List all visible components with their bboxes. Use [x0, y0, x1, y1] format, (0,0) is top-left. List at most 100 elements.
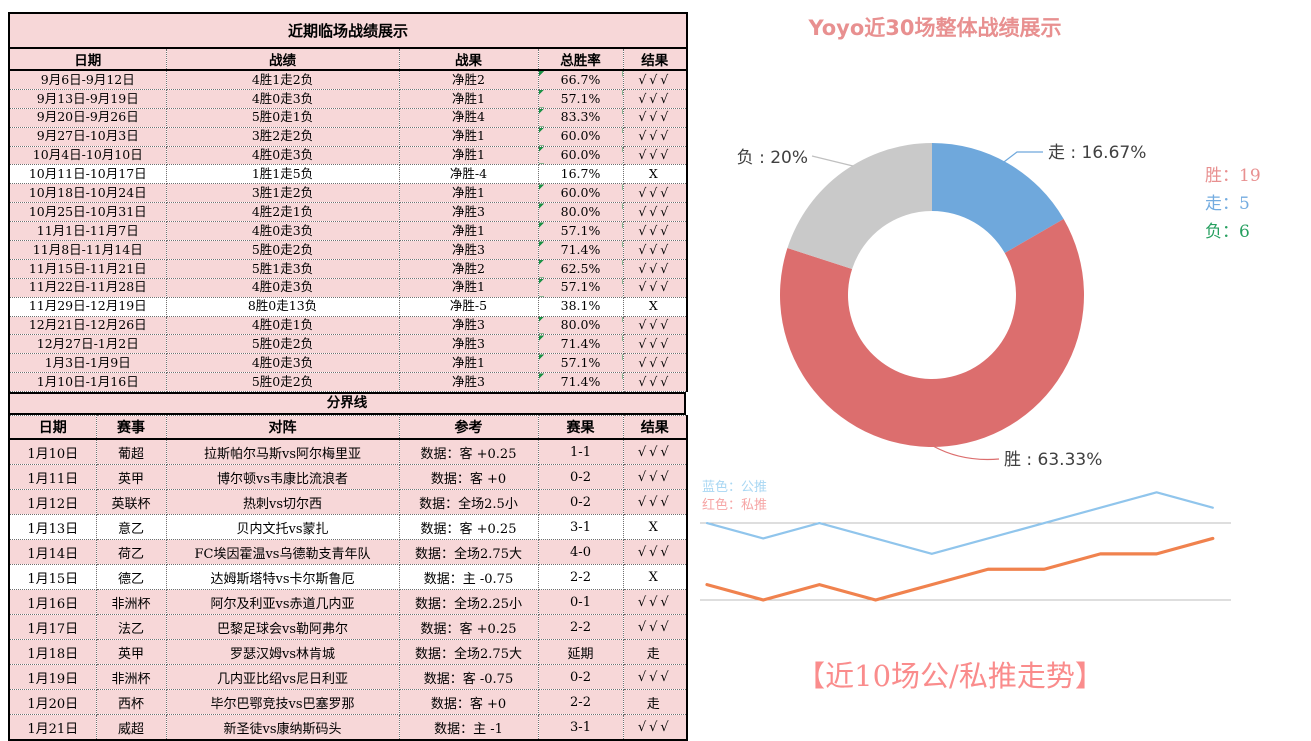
- cell-league[interactable]: 葡超: [95, 438, 167, 466]
- cell-league[interactable]: 非洲杯: [95, 664, 167, 691]
- cell-result[interactable]: X: [622, 164, 688, 185]
- divider-row[interactable]: 分界线: [8, 392, 686, 416]
- cell-score[interactable]: 3-1: [537, 514, 624, 541]
- match-detail-col-header[interactable]: 赛事: [95, 415, 167, 441]
- cell-result[interactable]: √√√: [622, 714, 688, 741]
- cell-outcome[interactable]: 净胜2: [398, 69, 539, 90]
- cell-record[interactable]: 4胜0走1负: [165, 315, 400, 336]
- cell-win_rate[interactable]: 83.3%: [537, 107, 624, 128]
- cell-reference[interactable]: 数据：客 +0.25: [398, 514, 539, 541]
- cell-result[interactable]: √√√: [622, 438, 688, 466]
- cell-matchup[interactable]: 拉斯帕尔马斯vs阿尔梅里亚: [165, 438, 400, 466]
- cell-league[interactable]: 英甲: [95, 639, 167, 666]
- cell-date[interactable]: 1月18日: [8, 639, 97, 666]
- cell-record[interactable]: 4胜0走3负: [165, 145, 400, 166]
- cell-result[interactable]: √√√: [622, 107, 688, 128]
- cell-date[interactable]: 11月1日-11月7日: [8, 221, 167, 242]
- cell-outcome[interactable]: 净胜4: [398, 107, 539, 128]
- recent-results-col-header[interactable]: 日期: [8, 47, 167, 71]
- recent-results-col-header[interactable]: 总胜率: [537, 47, 624, 71]
- cell-reference[interactable]: 数据：主 -0.75: [398, 564, 539, 591]
- cell-outcome[interactable]: 净胜3: [398, 372, 539, 393]
- cell-reference[interactable]: 数据：全场2.75大: [398, 639, 539, 666]
- match-detail-col-header[interactable]: 赛果: [537, 415, 624, 441]
- cell-league[interactable]: 威超: [95, 714, 167, 741]
- cell-matchup[interactable]: 罗瑟汉姆vs林肯城: [165, 639, 400, 666]
- cell-result[interactable]: 走: [622, 689, 688, 716]
- cell-reference[interactable]: 数据：主 -1: [398, 714, 539, 741]
- recent-results-col-header[interactable]: 战果: [398, 47, 539, 71]
- cell-result[interactable]: √√√: [622, 88, 688, 109]
- cell-outcome[interactable]: 净胜1: [398, 221, 539, 242]
- cell-record[interactable]: 5胜0走2负: [165, 372, 400, 393]
- cell-score[interactable]: 2-2: [537, 689, 624, 716]
- cell-date[interactable]: 12月27日-1月2日: [8, 334, 167, 355]
- cell-date[interactable]: 9月27日-10月3日: [8, 126, 167, 147]
- cell-result[interactable]: √√√: [622, 69, 688, 90]
- cell-score[interactable]: 0-2: [537, 464, 624, 491]
- cell-record[interactable]: 5胜0走1负: [165, 107, 400, 128]
- match-detail-col-header[interactable]: 日期: [8, 415, 97, 441]
- match-detail-col-header[interactable]: 参考: [398, 415, 539, 441]
- cell-date[interactable]: 9月20日-9月26日: [8, 107, 167, 128]
- cell-outcome[interactable]: 净胜1: [398, 145, 539, 166]
- cell-score[interactable]: 2-2: [537, 614, 624, 641]
- cell-score[interactable]: 延期: [537, 639, 624, 666]
- cell-outcome[interactable]: 净胜1: [398, 126, 539, 147]
- cell-matchup[interactable]: 达姆斯塔特vs卡尔斯鲁厄: [165, 564, 400, 591]
- cell-reference[interactable]: 数据：客 +0: [398, 464, 539, 491]
- cell-reference[interactable]: 数据：全场2.75大: [398, 539, 539, 566]
- cell-win_rate[interactable]: 57.1%: [537, 277, 624, 298]
- cell-date[interactable]: 10月25日-10月31日: [8, 202, 167, 223]
- cell-date[interactable]: 1月16日: [8, 589, 97, 616]
- cell-matchup[interactable]: 阿尔及利亚vs赤道几内亚: [165, 589, 400, 616]
- cell-result[interactable]: √√√: [622, 353, 688, 374]
- cell-result[interactable]: √√√: [622, 334, 688, 355]
- cell-date[interactable]: 10月18日-10月24日: [8, 183, 167, 204]
- cell-record[interactable]: 3胜1走2负: [165, 183, 400, 204]
- cell-record[interactable]: 8胜0走13负: [165, 296, 400, 317]
- cell-matchup[interactable]: 热刺vs切尔西: [165, 489, 400, 516]
- cell-record[interactable]: 4胜0走3负: [165, 277, 400, 298]
- cell-reference[interactable]: 数据：客 +0: [398, 689, 539, 716]
- cell-result[interactable]: √√√: [622, 614, 688, 641]
- cell-record[interactable]: 1胜1走5负: [165, 164, 400, 185]
- cell-score[interactable]: 3-1: [537, 714, 624, 741]
- recent-results-title[interactable]: 近期临场战绩展示: [8, 12, 688, 49]
- cell-score[interactable]: 4-0: [537, 539, 624, 566]
- cell-result[interactable]: √√√: [622, 539, 688, 566]
- cell-outcome[interactable]: 净胜3: [398, 334, 539, 355]
- cell-outcome[interactable]: 净胜-5: [398, 296, 539, 317]
- cell-result[interactable]: √√√: [622, 315, 688, 336]
- recent-results-col-header[interactable]: 结果: [622, 47, 688, 71]
- cell-result[interactable]: √√√: [622, 464, 688, 491]
- cell-record[interactable]: 5胜1走3负: [165, 258, 400, 279]
- cell-matchup[interactable]: 毕尔巴鄂竞技vs巴塞罗那: [165, 689, 400, 716]
- cell-result[interactable]: √√√: [622, 489, 688, 516]
- cell-win_rate[interactable]: 16.7%: [537, 164, 624, 185]
- cell-matchup[interactable]: 巴黎足球会vs勒阿弗尔: [165, 614, 400, 641]
- cell-win_rate[interactable]: 57.1%: [537, 88, 624, 109]
- cell-result[interactable]: X: [622, 564, 688, 591]
- cell-win_rate[interactable]: 57.1%: [537, 221, 624, 242]
- cell-date[interactable]: 1月19日: [8, 664, 97, 691]
- cell-result[interactable]: √√√: [622, 664, 688, 691]
- cell-date[interactable]: 9月13日-9月19日: [8, 88, 167, 109]
- cell-reference[interactable]: 数据：客 -0.75: [398, 664, 539, 691]
- cell-score[interactable]: 1-1: [537, 438, 624, 466]
- cell-date[interactable]: 12月21日-12月26日: [8, 315, 167, 336]
- cell-win_rate[interactable]: 71.4%: [537, 334, 624, 355]
- cell-win_rate[interactable]: 71.4%: [537, 240, 624, 260]
- cell-record[interactable]: 4胜2走1负: [165, 202, 400, 223]
- cell-win_rate[interactable]: 80.0%: [537, 202, 624, 223]
- cell-record[interactable]: 4胜1走2负: [165, 69, 400, 90]
- cell-date[interactable]: 1月15日: [8, 564, 97, 591]
- cell-outcome[interactable]: 净胜3: [398, 240, 539, 260]
- cell-league[interactable]: 西杯: [95, 689, 167, 716]
- cell-date[interactable]: 11月15日-11月21日: [8, 258, 167, 279]
- cell-date[interactable]: 11月29日-12月19日: [8, 296, 167, 317]
- cell-result[interactable]: √√√: [622, 589, 688, 616]
- cell-win_rate[interactable]: 38.1%: [537, 296, 624, 317]
- cell-win_rate[interactable]: 57.1%: [537, 353, 624, 374]
- recent-results-col-header[interactable]: 战绩: [165, 47, 400, 71]
